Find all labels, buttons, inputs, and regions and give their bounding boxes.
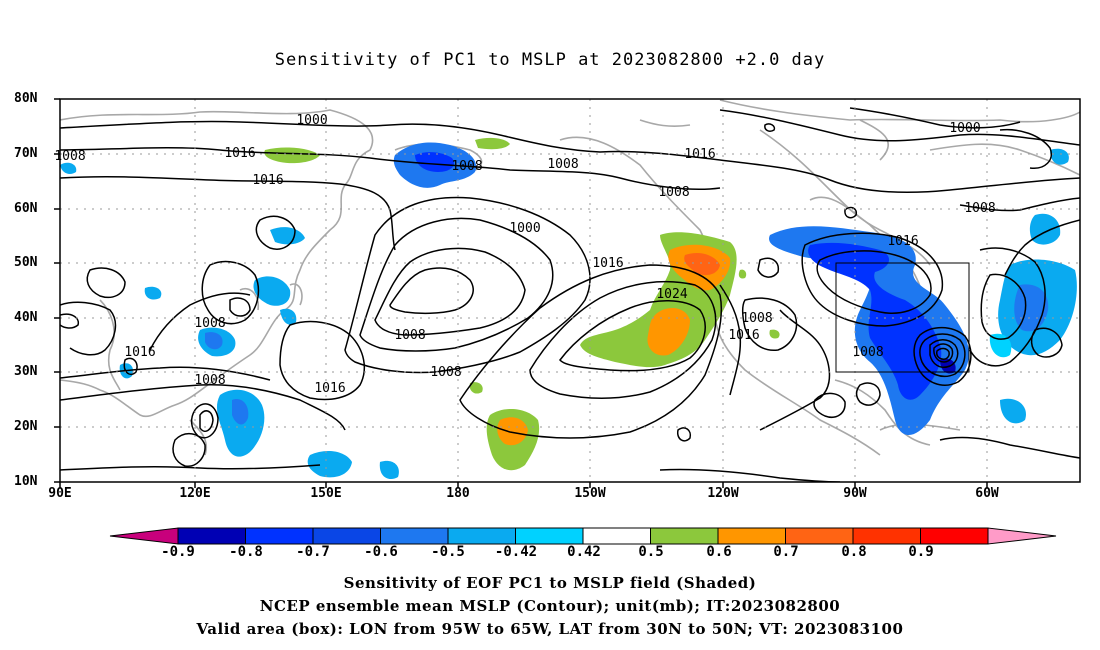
- lat-label-70n: 70N: [14, 146, 38, 161]
- colorbar-swatch: [785, 527, 854, 545]
- colorbar-label: 0.42: [567, 544, 601, 560]
- colorbar-swatch: [717, 527, 786, 545]
- plot-frame: [59, 98, 1081, 483]
- colorbar-label: -0.42: [494, 544, 538, 560]
- contour-label: 1008: [658, 185, 689, 200]
- colorbar-label: 0.9: [908, 544, 934, 560]
- colorbar-swatch: [515, 527, 584, 545]
- colorbar-label: 0.5: [638, 544, 664, 560]
- contour-label: 1000: [296, 113, 327, 128]
- lon-label-150e: 150E: [310, 486, 342, 501]
- lon-label-150w: 150W: [574, 486, 606, 501]
- colorbar-swatch: [852, 527, 921, 545]
- colorbar-label: -0.6: [364, 544, 398, 560]
- footer-line-3: Valid area (box): LON from 95W to 65W, L…: [196, 620, 904, 638]
- contour-label: 1000: [949, 121, 980, 136]
- colorbar-min-arrow: [109, 527, 179, 545]
- contour-label: 1008: [394, 328, 425, 343]
- lon-label-90w: 90W: [843, 486, 867, 501]
- chart-title: Sensitivity of PC1 to MSLP at 2023082800…: [274, 50, 826, 70]
- colorbar-label: -0.9: [161, 544, 195, 560]
- lon-label-60w: 60W: [975, 486, 999, 501]
- contour-label: 1016: [314, 381, 345, 396]
- colorbar: [109, 527, 1057, 545]
- colorbar-label: -0.8: [229, 544, 263, 560]
- contour-label: 1016: [728, 328, 759, 343]
- contour-label: 1008: [194, 373, 225, 388]
- colorbar-label: -0.7: [296, 544, 330, 560]
- colorbar-label: -0.5: [431, 544, 465, 560]
- colorbar-swatch: [380, 527, 449, 545]
- colorbar-swatch: [312, 527, 381, 545]
- lat-label-60n: 60N: [14, 201, 38, 216]
- colorbar-label: 0.7: [773, 544, 799, 560]
- lon-label-180: 180: [446, 486, 470, 501]
- lat-label-50n: 50N: [14, 255, 38, 270]
- contour-label: 1024: [656, 287, 687, 302]
- contour-label: 1008: [54, 149, 85, 164]
- contour-label: 1008: [964, 201, 995, 216]
- positive-sensitivity-patches: [264, 137, 780, 471]
- colorbar-label: 0.6: [706, 544, 732, 560]
- lon-label-90e: 90E: [48, 486, 72, 501]
- contour-label: 1008: [194, 316, 225, 331]
- negative-sensitivity-patches: [60, 142, 1077, 480]
- contour-label: 1000: [509, 221, 540, 236]
- lon-label-120w: 120W: [707, 486, 739, 501]
- lat-label-40n: 40N: [14, 310, 38, 325]
- lon-label-120e: 120E: [179, 486, 211, 501]
- colorbar-label: 0.8: [841, 544, 867, 560]
- contour-label: 1016: [124, 345, 155, 360]
- mslp-contours: [60, 107, 1080, 482]
- colorbar-swatch: [650, 527, 719, 545]
- contour-label: 1016: [684, 147, 715, 162]
- colorbar-swatch: [177, 527, 246, 545]
- footer-line-1: Sensitivity of EOF PC1 to MSLP field (Sh…: [343, 574, 757, 592]
- contour-label: 1008: [430, 365, 461, 380]
- colorbar-max-arrow: [987, 527, 1057, 545]
- contour-label: 1008: [852, 345, 883, 360]
- contour-label: 1016: [224, 146, 255, 161]
- contour-label: 1016: [887, 234, 918, 249]
- lat-label-30n: 30N: [14, 364, 38, 379]
- lat-label-80n: 80N: [14, 91, 38, 106]
- colorbar-swatch: [582, 527, 651, 545]
- contour-label: 1008: [741, 311, 772, 326]
- contour-label: 1016: [592, 256, 623, 271]
- contour-label: 1008: [451, 159, 482, 174]
- lat-label-10n: 10N: [14, 474, 38, 489]
- colorbar-swatch: [920, 527, 989, 545]
- contour-label: 1008: [547, 157, 578, 172]
- valid-area-box: [835, 262, 970, 373]
- lat-label-20n: 20N: [14, 419, 38, 434]
- colorbar-swatch: [447, 527, 516, 545]
- colorbar-swatch: [245, 527, 314, 545]
- footer-line-2: NCEP ensemble mean MSLP (Contour); unit(…: [259, 597, 841, 615]
- contour-label: 1016: [252, 173, 283, 188]
